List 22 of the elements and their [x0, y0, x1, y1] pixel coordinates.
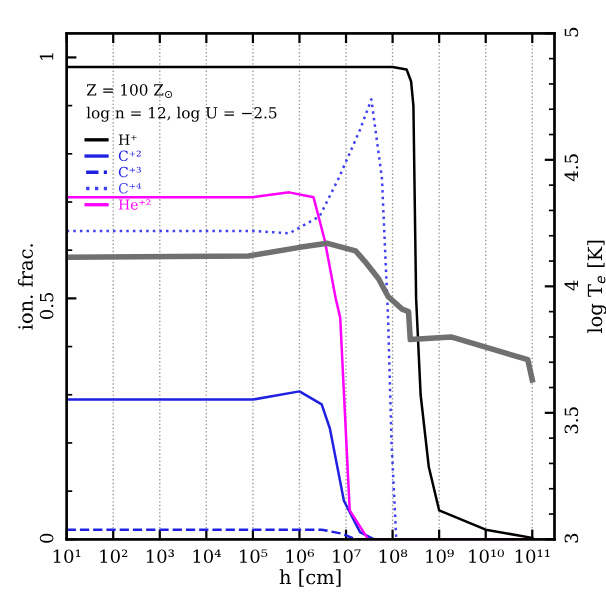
- y2-tick-label: 3.5: [564, 407, 579, 434]
- y2-tick-label: 4: [564, 280, 578, 291]
- x-tick-label: 10⁹: [426, 549, 454, 564]
- y2-tick-label: 4.5: [564, 154, 579, 182]
- x-tick-label: 10³: [146, 549, 174, 564]
- x-tick-label: 10¹⁰: [469, 549, 504, 564]
- y-tick-label: 1: [39, 53, 54, 60]
- x-axis-title: h [cm]: [279, 569, 341, 587]
- x-tick-label: 10²: [100, 549, 128, 564]
- y-tick-label: 0.5: [39, 292, 54, 320]
- y2-tick-label: 5: [564, 27, 579, 37]
- x-tick-label: 10⁸: [379, 549, 408, 564]
- x-tick-label: 10¹: [53, 549, 81, 564]
- x-tick-label: 10⁴: [193, 549, 221, 564]
- x-tick-label: 10⁶: [286, 549, 315, 564]
- x-tick-label: 10⁷: [333, 549, 361, 564]
- y-axis-title: ion. frac.: [17, 244, 33, 330]
- y2-axis-title: log T$_{e}$ [K]: [587, 240, 606, 334]
- y-tick-label: 0: [39, 533, 54, 543]
- x-tick-label: 10¹¹: [515, 549, 550, 564]
- y2-tick-label: 3: [564, 533, 579, 543]
- x-tick-label: 10⁵: [240, 549, 268, 564]
